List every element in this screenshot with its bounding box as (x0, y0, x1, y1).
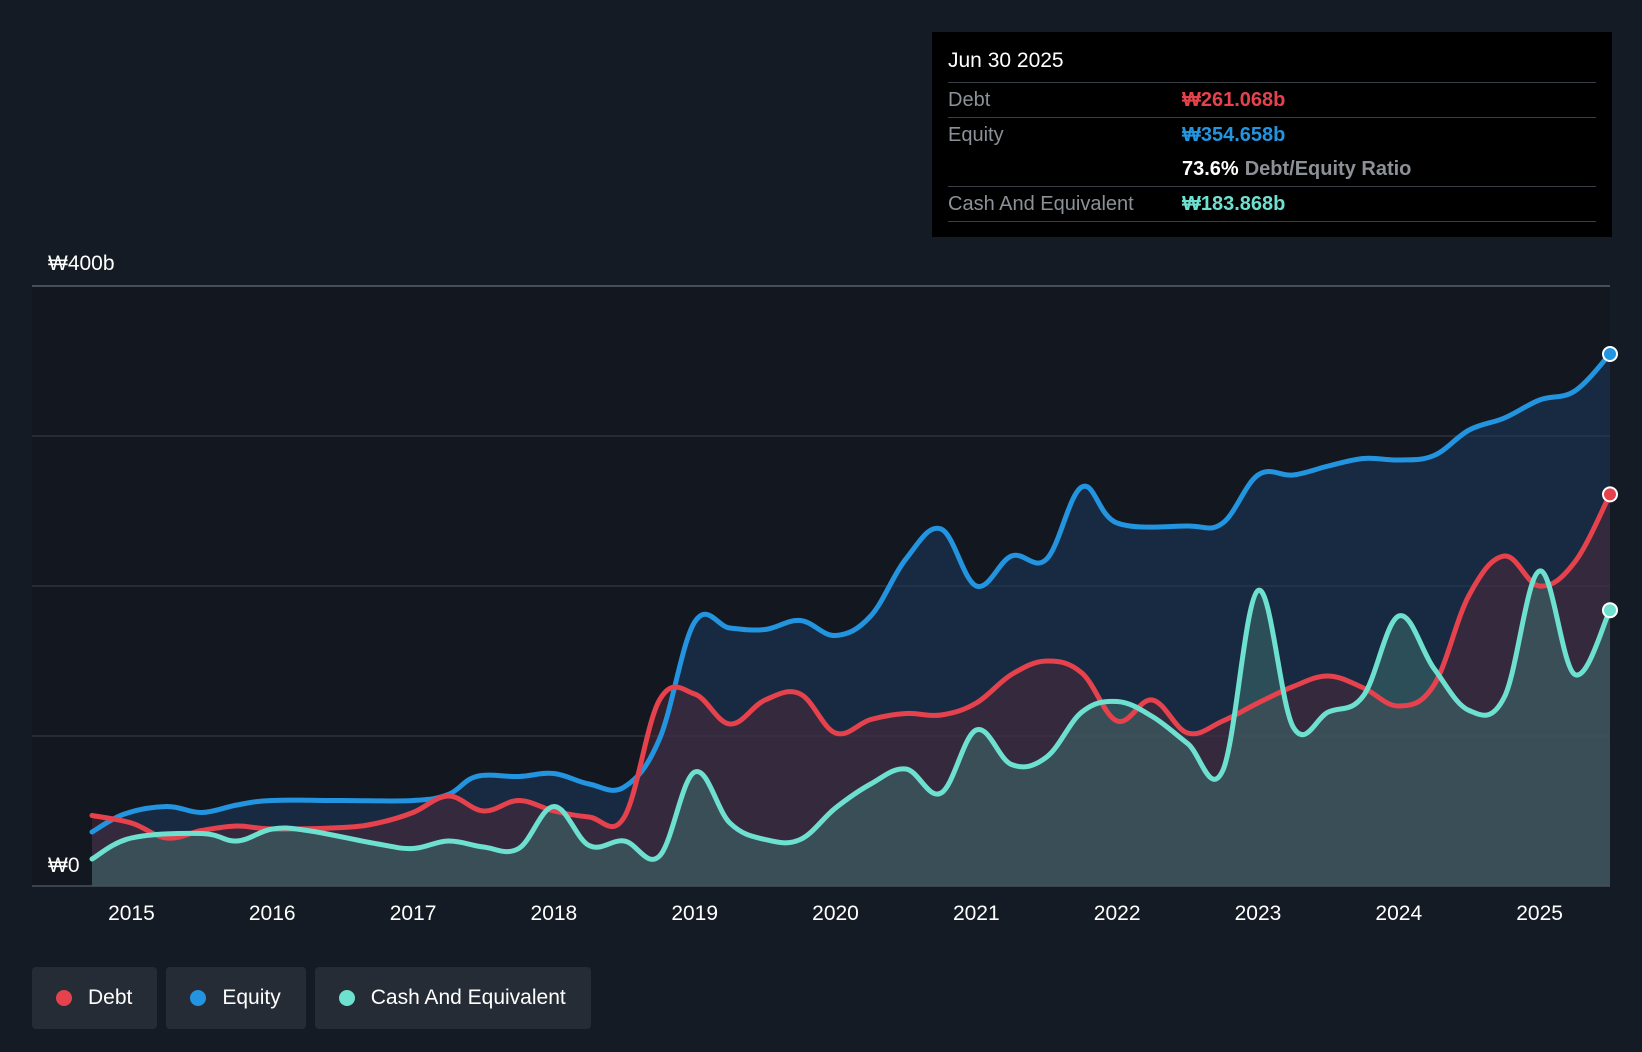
series-lines (89, 351, 1613, 862)
x-tick-label: 2016 (249, 902, 296, 925)
legend-label-cash: Cash And Equivalent (370, 986, 566, 1009)
legend-item-cash[interactable]: Cash And Equivalent (314, 967, 591, 1029)
y-axis-labels: ₩400b ₩0 (48, 252, 115, 877)
cash-dot-icon (338, 990, 355, 1006)
x-tick-label: 2021 (953, 902, 1000, 925)
legend-label-debt: Debt (88, 986, 133, 1009)
tooltip-cash-label: Cash And Equivalent (948, 192, 1134, 215)
tooltip-ratio-label: Debt/Equity Ratio (1244, 157, 1412, 180)
tooltip-panel: Jun 30 2025 Debt ₩261.068b Equity ₩354.6… (932, 32, 1612, 237)
debt-endpoint (1602, 486, 1618, 503)
tooltip-equity-value: ₩354.658b (1182, 123, 1286, 146)
x-tick-label: 2024 (1375, 902, 1422, 925)
y-tick-label: ₩400b (48, 252, 115, 275)
legend: Debt Equity Cash And Equivalent (32, 967, 591, 1029)
tooltip-date: Jun 30 2025 (948, 49, 1064, 72)
x-tick-label: 2023 (1235, 902, 1282, 925)
x-tick-label: 2025 (1516, 902, 1563, 925)
cash-endpoint (1602, 602, 1618, 619)
tooltip-equity-row: Equity ₩354.658b (948, 117, 1596, 152)
equity-line (89, 351, 1613, 835)
tooltip-cash-row: Cash And Equivalent ₩183.868b (948, 186, 1596, 222)
tooltip-debt-value: ₩261.068b (1182, 88, 1286, 111)
tooltip-debt-label: Debt (948, 88, 991, 111)
equity-endpoint (1602, 346, 1618, 363)
tooltip-ratio-row: 73.6% Debt/Equity Ratio (948, 152, 1596, 186)
x-tick-label: 2017 (390, 902, 437, 925)
x-tick-label: 2019 (671, 902, 718, 925)
legend-label-equity: Equity (222, 986, 281, 1009)
x-tick-label: 2015 (108, 902, 155, 925)
x-tick-label: 2018 (531, 902, 578, 925)
x-tick-label: 2022 (1094, 902, 1141, 925)
x-tick-label: 2020 (812, 902, 859, 925)
tooltip-ratio-value: 73.6% (1182, 157, 1239, 180)
tooltip-equity-label: Equity (948, 123, 1004, 146)
x-axis-labels: 2015 2016 2017 2018 2019 2020 2021 2022 2023 2024… (108, 902, 1563, 925)
tooltip-debt-row: Debt ₩261.068b (948, 82, 1596, 117)
cash-line (89, 568, 1613, 862)
y-tick-label: ₩0 (48, 854, 80, 877)
series-areas (92, 354, 1610, 886)
tooltip-cash-value: ₩183.868b (1182, 192, 1286, 215)
equity-dot-icon (190, 990, 207, 1006)
debt-dot-icon (56, 990, 72, 1006)
cash-area (92, 570, 1610, 886)
series-endpoints (1602, 346, 1618, 619)
legend-item-debt[interactable]: Debt (32, 967, 158, 1029)
legend-item-equity[interactable]: Equity (166, 967, 306, 1029)
